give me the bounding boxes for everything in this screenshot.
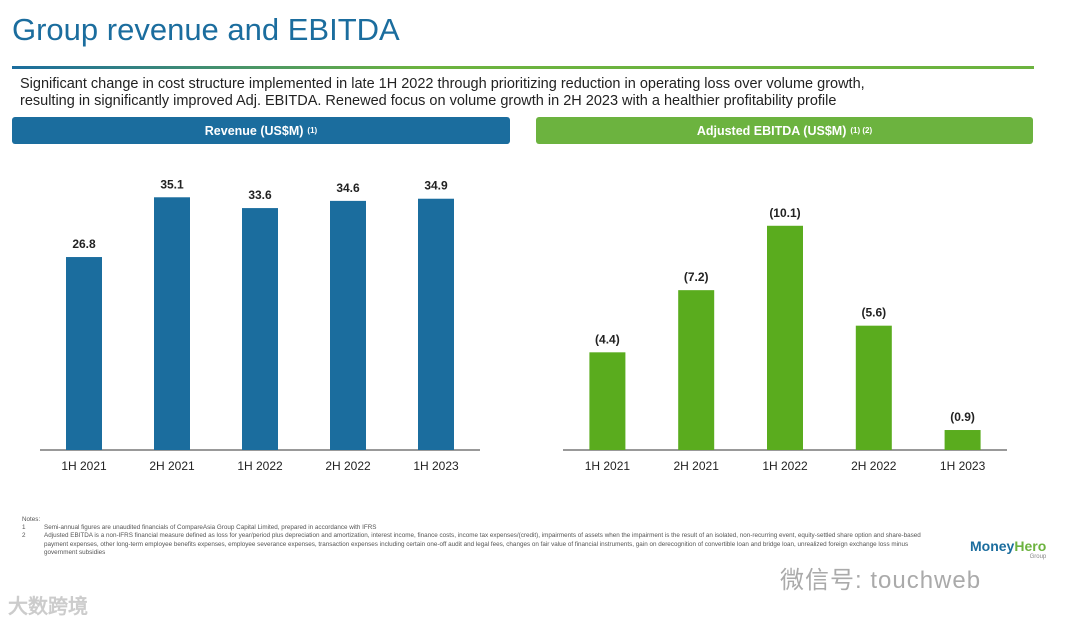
bar	[154, 197, 190, 450]
bar	[678, 290, 715, 450]
data-label: 33.6	[248, 188, 272, 202]
x-tick-label: 1H 2022	[762, 459, 808, 473]
note-1: 1 Semi-annual figures are unaudited finan…	[22, 524, 942, 532]
note-number: 1	[22, 524, 26, 532]
bar	[855, 325, 892, 450]
x-tick-label: 1H 2022	[237, 459, 283, 473]
data-label: 26.8	[72, 237, 96, 251]
revenue-title-note: (1)	[307, 126, 318, 135]
data-label: 34.6	[336, 181, 360, 195]
x-tick-label: 2H 2022	[851, 459, 897, 473]
x-tick-label: 2H 2021	[674, 459, 720, 473]
x-tick-label: 1H 2023	[413, 459, 459, 473]
bar	[767, 225, 803, 450]
notes-heading: Notes:	[22, 516, 41, 523]
bar	[944, 430, 981, 450]
bar	[242, 208, 278, 450]
title-divider	[12, 66, 1034, 69]
subtitle-line-1: Significant change in cost structure imp…	[20, 76, 865, 92]
bar	[66, 257, 102, 450]
subtitle: Significant change in cost structure imp…	[20, 76, 1060, 110]
data-label: (5.6)	[861, 306, 886, 320]
ebitda-title-note: (1) (2)	[850, 126, 873, 135]
note-text: Adjusted EBITDA is a non-IFRS financial …	[44, 532, 921, 556]
note-2: 2 Adjusted EBITDA is a non-IFRS financial…	[22, 532, 942, 557]
ebitda-chart-title: Adjusted EBITDA (US$M) (1) (2)	[536, 117, 1033, 144]
x-tick-label: 2H 2022	[325, 459, 371, 473]
page-title: Group revenue and EBITDA	[12, 12, 400, 47]
revenue-chart-title: Revenue (US$M) (1)	[12, 117, 510, 144]
bar	[589, 352, 626, 450]
x-tick-label: 1H 2023	[940, 459, 986, 473]
data-label: (10.1)	[769, 206, 800, 220]
wechat-watermark: 微信号: touchweb	[780, 567, 982, 594]
moneyhero-logo: MoneyHero Group	[970, 538, 1046, 560]
data-label: (4.4)	[595, 332, 620, 346]
logo-hero: Hero	[1014, 538, 1047, 554]
note-text: Semi-annual figures are unaudited financ…	[44, 524, 377, 532]
data-label: (0.9)	[950, 410, 975, 424]
data-label: 34.9	[424, 179, 448, 193]
data-label: (7.2)	[684, 270, 709, 284]
footnotes: Notes: 1 Semi-annual figures are unaudite…	[22, 516, 942, 557]
ebitda-title-text: Adjusted EBITDA (US$M)	[696, 123, 847, 138]
brand-watermark: 大数跨境	[8, 596, 88, 618]
logo-group: Group	[1029, 554, 1047, 560]
bar	[418, 198, 454, 450]
x-tick-label: 1H 2021	[585, 459, 631, 473]
subtitle-line-2: resulting in significantly improved Adj.…	[20, 93, 837, 109]
data-label: 35.1	[160, 177, 184, 191]
bar	[330, 200, 366, 450]
x-tick-label: 1H 2021	[61, 459, 107, 473]
x-tick-label: 2H 2021	[149, 459, 195, 473]
logo-money: Money	[970, 538, 1015, 554]
revenue-title-text: Revenue (US$M)	[204, 123, 304, 138]
note-number: 2	[22, 532, 26, 540]
